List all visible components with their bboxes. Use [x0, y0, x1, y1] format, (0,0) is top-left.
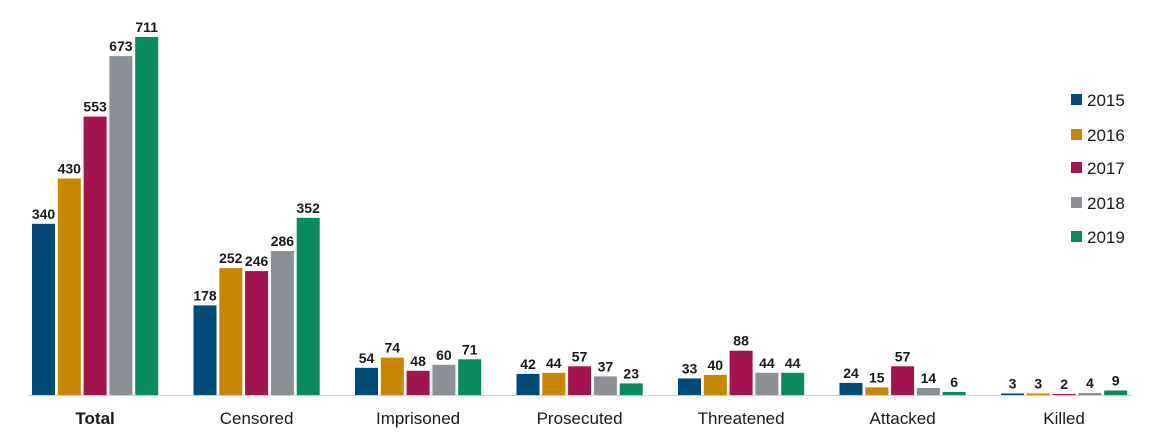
value-label-prosecuted-2018: 37 — [598, 358, 614, 374]
bar-censored-2015 — [193, 305, 217, 395]
bars-layer — [28, 37, 1132, 396]
bar-killed-2015 — [1001, 393, 1024, 395]
value-label-threatened-2016: 40 — [708, 357, 724, 373]
bar-prosecuted-2019 — [619, 383, 643, 395]
bar-imprisoned-2018 — [432, 364, 456, 395]
legend-label-2016: 2016 — [1087, 126, 1125, 145]
bar-attacked-2019 — [942, 392, 966, 395]
value-label-imprisoned-2015: 54 — [359, 350, 375, 366]
bar-killed-2017 — [1052, 394, 1076, 395]
value-label-imprisoned-2017: 48 — [410, 353, 426, 369]
value-label-prosecuted-2016: 44 — [546, 355, 562, 371]
category-label-imprisoned: Imprisoned — [376, 409, 460, 428]
value-label-killed-2017: 2 — [1060, 376, 1068, 392]
legend-swatch-2019 — [1071, 231, 1082, 242]
category-label-total: Total — [75, 409, 114, 428]
bar-threatened-2016 — [703, 374, 727, 395]
value-label-total-2019: 711 — [135, 19, 158, 35]
bar-censored-2016 — [219, 268, 243, 395]
bar-killed-2018 — [1078, 393, 1102, 395]
legend-label-2019: 2019 — [1087, 228, 1125, 247]
bar-censored-2018 — [270, 251, 294, 395]
value-label-censored-2015: 178 — [193, 287, 217, 303]
legend-label-2018: 2018 — [1087, 194, 1125, 213]
value-label-threatened-2018: 44 — [759, 355, 775, 371]
category-label-prosecuted: Prosecuted — [537, 409, 623, 428]
category-label-threatened: Threatened — [698, 409, 785, 428]
bar-prosecuted-2015 — [516, 373, 540, 395]
bar-total-2017 — [83, 116, 107, 395]
bar-killed-2019 — [1104, 390, 1128, 395]
bar-attacked-2017 — [891, 366, 915, 395]
bar-censored-2019 — [296, 217, 320, 395]
value-label-censored-2017: 246 — [245, 253, 269, 269]
category-label-killed: Killed — [1043, 409, 1085, 428]
value-label-total-2015: 340 — [32, 206, 56, 222]
value-label-attacked-2019: 6 — [950, 374, 958, 390]
value-label-prosecuted-2019: 23 — [623, 365, 639, 381]
value-label-censored-2016: 252 — [219, 250, 243, 266]
bar-imprisoned-2019 — [458, 359, 482, 395]
legend: 2015 2016 2017 2018 2019 — [1071, 91, 1125, 247]
value-label-threatened-2019: 44 — [785, 355, 801, 371]
bar-attacked-2015 — [839, 382, 863, 395]
value-label-censored-2018: 286 — [271, 233, 295, 249]
value-label-prosecuted-2017: 57 — [572, 348, 588, 364]
bar-total-2018 — [109, 56, 133, 395]
value-label-killed-2018: 4 — [1086, 375, 1094, 391]
bar-prosecuted-2018 — [593, 376, 617, 395]
bar-prosecuted-2016 — [542, 372, 566, 395]
value-label-attacked-2015: 24 — [843, 365, 859, 381]
value-label-prosecuted-2015: 42 — [520, 356, 536, 372]
value-label-attacked-2018: 14 — [921, 370, 937, 386]
legend-label-2015: 2015 — [1087, 91, 1125, 110]
value-label-total-2017: 553 — [83, 99, 107, 115]
bar-prosecuted-2017 — [568, 366, 592, 395]
value-label-total-2016: 430 — [58, 161, 82, 177]
legend-swatch-2018 — [1071, 197, 1082, 208]
value-label-killed-2019: 9 — [1112, 373, 1120, 389]
value-label-threatened-2015: 33 — [682, 360, 698, 376]
value-label-killed-2015: 3 — [1009, 376, 1017, 392]
legend-label-2017: 2017 — [1087, 159, 1125, 178]
bar-attacked-2018 — [916, 388, 940, 395]
bar-total-2015 — [32, 223, 55, 395]
legend-swatch-2017 — [1071, 162, 1082, 173]
bar-threatened-2017 — [729, 350, 753, 395]
category-label-attacked: Attacked — [870, 409, 936, 428]
value-label-attacked-2017: 57 — [895, 348, 911, 364]
value-label-total-2018: 673 — [109, 38, 133, 54]
bar-imprisoned-2016 — [380, 357, 404, 395]
bar-imprisoned-2015 — [355, 367, 378, 395]
bar-total-2016 — [57, 178, 81, 395]
bar-imprisoned-2017 — [406, 370, 430, 395]
value-label-imprisoned-2016: 74 — [385, 340, 401, 356]
bar-censored-2017 — [245, 271, 269, 395]
value-label-imprisoned-2018: 60 — [436, 347, 452, 363]
bar-threatened-2018 — [755, 372, 779, 395]
value-label-imprisoned-2019: 71 — [462, 341, 478, 357]
legend-swatch-2016 — [1071, 129, 1082, 140]
bar-threatened-2019 — [781, 372, 805, 395]
bar-killed-2016 — [1026, 393, 1050, 395]
category-label-censored: Censored — [220, 409, 294, 428]
bar-total-2019 — [135, 37, 159, 395]
value-label-attacked-2016: 15 — [869, 369, 885, 385]
category-labels-layer: Total Censored Imprisoned Prosecuted Threate… — [75, 409, 1084, 428]
value-label-censored-2019: 352 — [297, 200, 321, 216]
value-label-killed-2016: 3 — [1034, 376, 1042, 392]
bar-threatened-2015 — [678, 378, 701, 395]
legend-swatch-2015 — [1071, 94, 1082, 105]
bar-attacked-2016 — [865, 387, 889, 395]
value-label-threatened-2017: 88 — [733, 333, 749, 349]
